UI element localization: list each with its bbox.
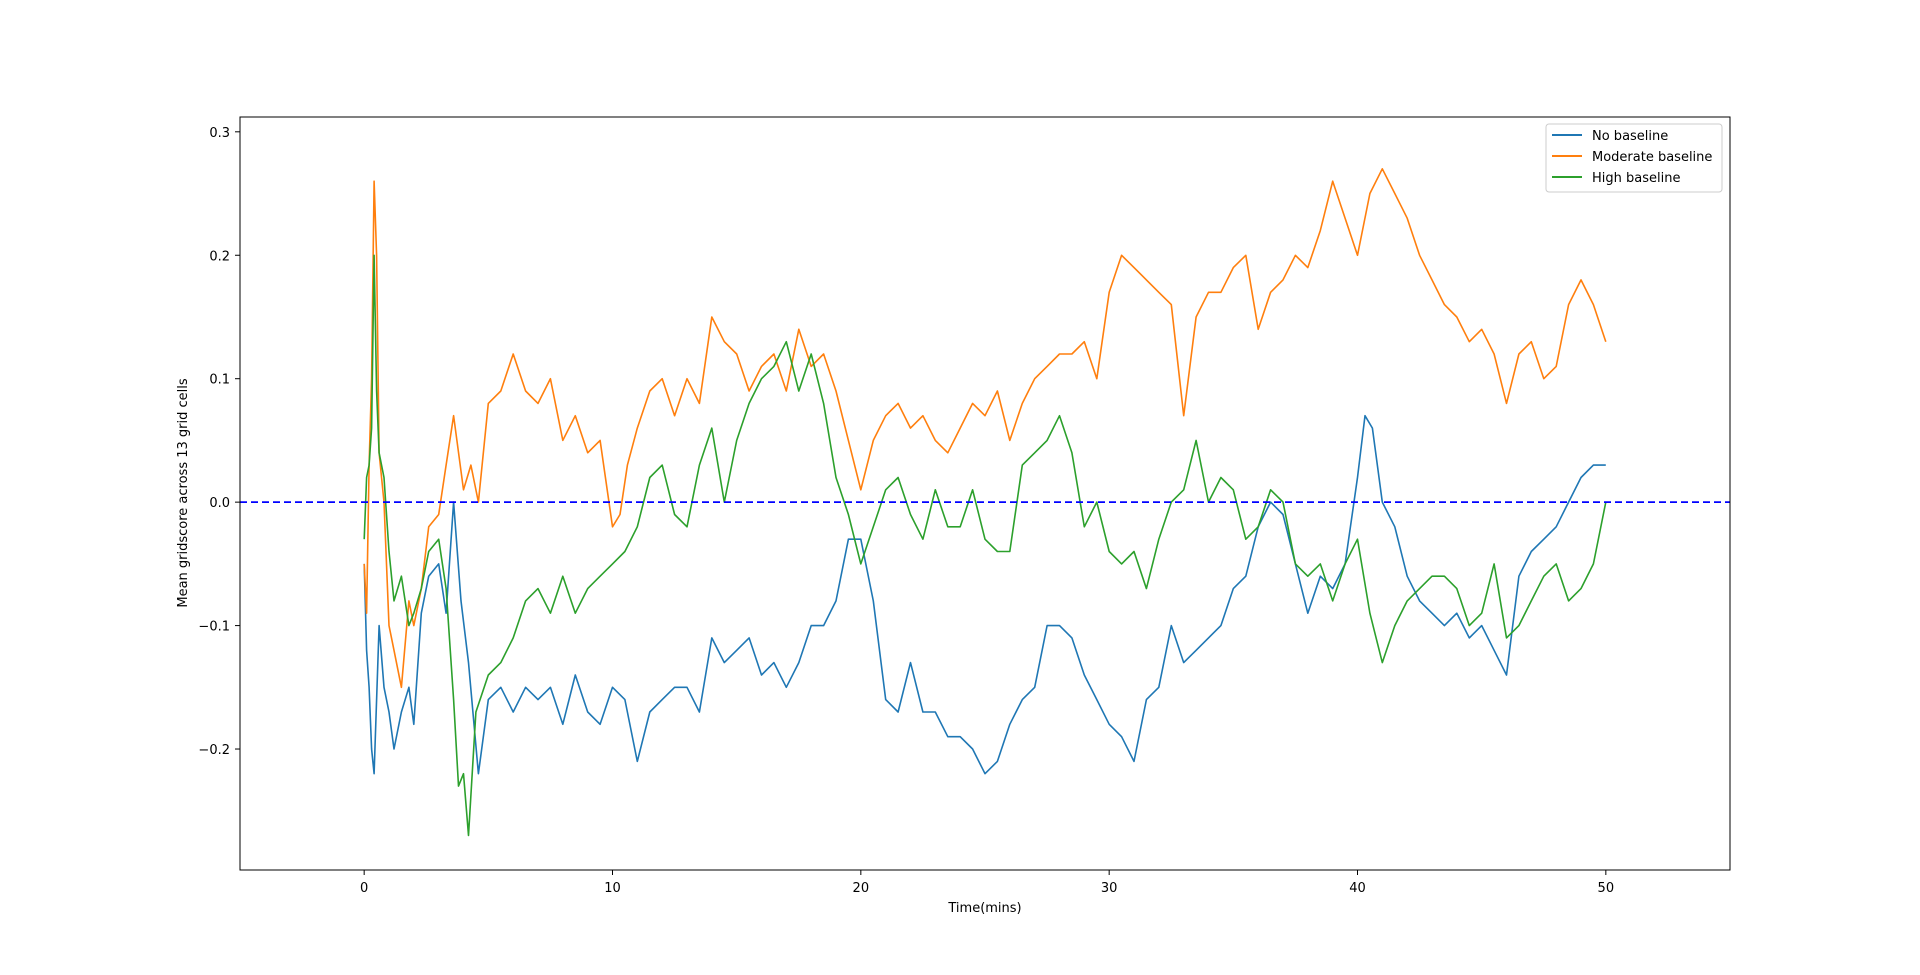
x-tick-label: 40 — [1349, 881, 1366, 896]
y-axis: −0.2 −0.1 0.0 0.1 0.2 0.3 — [198, 126, 240, 758]
legend-label-high-baseline: High baseline — [1592, 171, 1680, 186]
plot-area — [240, 168, 1730, 837]
y-tick-label: 0.2 — [209, 249, 230, 264]
legend: No baseline Moderate baseline High basel… — [1545, 123, 1723, 193]
y-tick-label: 0.1 — [209, 373, 230, 388]
x-axis-label: Time(mins) — [947, 901, 1021, 916]
legend-label-moderate-baseline: Moderate baseline — [1592, 150, 1712, 165]
plot-frame — [239, 116, 1731, 871]
series-line-moderate-baseline — [363, 168, 1607, 689]
series-line-no-baseline — [363, 414, 1606, 775]
x-axis: 0 10 20 30 40 50 — [360, 870, 1614, 896]
x-tick-label: 10 — [604, 881, 621, 896]
legend-box — [1545, 123, 1723, 193]
series-line-high-baseline — [363, 254, 1607, 837]
x-tick-label: 30 — [1101, 881, 1118, 896]
legend-label-no-baseline: No baseline — [1592, 129, 1668, 144]
y-tick-label: −0.1 — [198, 620, 230, 635]
y-axis-label: Mean gridscore across 13 grid cells — [176, 378, 191, 608]
y-tick-label: 0.3 — [209, 126, 230, 141]
y-tick-label: −0.2 — [198, 743, 230, 758]
x-tick-label: 0 — [360, 881, 368, 896]
x-tick-label: 50 — [1598, 881, 1615, 896]
y-tick-label: 0.0 — [209, 496, 230, 511]
x-tick-label: 20 — [853, 881, 870, 896]
